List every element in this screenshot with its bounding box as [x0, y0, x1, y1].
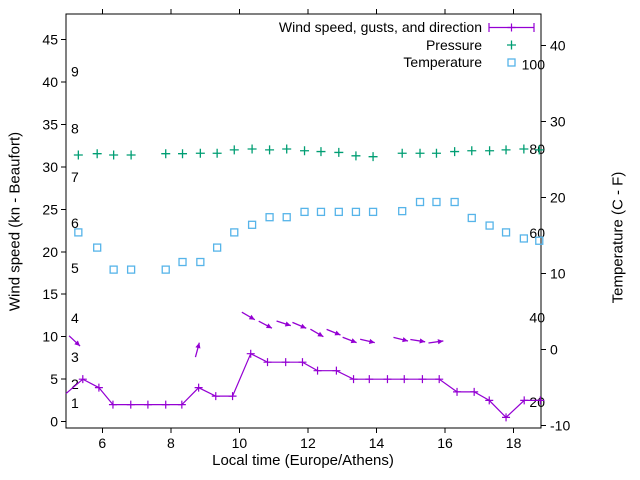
axes	[61, 9, 546, 433]
temperature-point	[316, 207, 326, 217]
x-tick-label: 6	[98, 435, 106, 451]
beaufort-inner-label: 1	[71, 395, 79, 411]
fahrenheit-inner-label: 20	[529, 394, 545, 410]
temperature-point	[74, 228, 83, 237]
y-left-tick-label: 20	[42, 244, 58, 260]
temperature-point	[178, 257, 187, 267]
x-axis-title: Local time (Europe/Athens)	[212, 452, 394, 469]
legend: Wind speed, gusts, and direction Pressur…	[279, 19, 482, 72]
fahrenheit-inner-label: 40	[529, 310, 545, 326]
beaufort-inner-label: 9	[71, 64, 79, 80]
x-tick-label: 8	[167, 435, 175, 451]
y-left-tick-label: 25	[42, 201, 58, 217]
temperature-point	[415, 197, 425, 207]
temperature-point	[501, 228, 511, 237]
temperature-point	[212, 243, 222, 252]
gust-arrow-head	[402, 337, 409, 343]
gust-arrows	[68, 311, 444, 358]
temperature-point	[351, 207, 361, 217]
wind-speed-line	[65, 352, 541, 419]
temperature-point	[432, 197, 441, 207]
temperature-point	[535, 236, 544, 245]
beaufort-inner-label: 6	[71, 215, 79, 231]
y-left-tick-label: 10	[42, 329, 58, 345]
gust-arrow-head	[300, 323, 307, 329]
gust-arrow-head	[419, 338, 426, 344]
plot-border	[65, 13, 542, 429]
gust-arrow-head	[334, 330, 341, 336]
temperature-point	[196, 257, 205, 267]
temperature-point	[467, 213, 476, 223]
gust-arrow-head	[195, 342, 201, 349]
y-left-tick-label: 40	[42, 74, 58, 90]
beaufort-inner-label: 5	[71, 260, 79, 276]
temperature-point	[126, 265, 136, 274]
y-left-tick-label: 35	[42, 116, 58, 132]
temperature-point	[450, 197, 459, 207]
temperature-point	[398, 206, 407, 216]
temperature-series	[74, 197, 544, 274]
wind-speed-series	[65, 349, 545, 422]
temperature-point	[265, 213, 274, 222]
legend-item-temperature: Temperature	[403, 54, 482, 70]
gust-arrow-head	[368, 338, 375, 344]
gust-arrow-head	[284, 321, 291, 327]
gust-arrow-head	[248, 314, 255, 320]
temperature-point	[282, 213, 291, 222]
x-tick-label: 14	[369, 435, 385, 451]
x-tick-label: 18	[506, 435, 522, 451]
beaufort-inner-label: 2	[71, 376, 79, 392]
temperature-point	[161, 265, 170, 274]
legend-markers	[488, 23, 535, 67]
y-left-tick-label: 30	[42, 159, 58, 175]
x-tick-label: 10	[232, 435, 248, 451]
temperature-point	[93, 243, 102, 252]
left-axis-title: Wind speed (kn - Beaufort)	[6, 131, 24, 312]
x-tick-label: 12	[300, 435, 316, 451]
gust-arrow-head	[74, 340, 81, 347]
temperature-point	[109, 265, 118, 274]
temperature-point	[368, 207, 378, 217]
y-right-tick-label: 10	[550, 265, 566, 281]
temperature-point	[334, 207, 343, 217]
temperature-point	[247, 220, 257, 229]
fahrenheit-inner-label: 80	[529, 141, 545, 157]
beaufort-inner-label: 3	[71, 349, 79, 365]
y-left-tick-label: 5	[50, 371, 58, 387]
y-right-tick-label: 0	[550, 341, 558, 357]
y-right-tick-label: -10	[550, 417, 570, 433]
y-right-tick-label: 40	[550, 38, 566, 54]
gust-arrow-head	[317, 331, 324, 337]
legend-item-wind: Wind speed, gusts, and direction	[278, 19, 482, 35]
gust-arrow-head	[265, 323, 272, 329]
temperature-point	[519, 234, 529, 243]
gust-arrow-head	[437, 339, 444, 345]
temperature-point	[300, 207, 309, 217]
y-left-tick-label: 15	[42, 286, 58, 302]
beaufort-inner-label: 8	[71, 121, 79, 137]
x-tick-label: 16	[437, 435, 453, 451]
fahrenheit-inner-label: 100	[522, 56, 546, 72]
temperature-legend-sample	[507, 58, 516, 67]
temperature-point	[485, 221, 494, 230]
right-axis-title: Temperature (C - F)	[609, 171, 627, 304]
beaufort-inner-label: 7	[71, 169, 79, 185]
gust-arrow-head	[350, 338, 357, 344]
y-right-tick-label: 30	[550, 113, 566, 129]
beaufort-inner-label: 4	[71, 310, 79, 326]
tick-labels: 6 8 10 12 14 16 18051015202530354045-100102030…	[42, 31, 570, 451]
y-left-tick-label: 0	[50, 414, 58, 430]
temperature-point	[230, 228, 239, 237]
y-left-tick-label: 45	[42, 31, 58, 47]
legend-item-pressure: Pressure	[425, 36, 482, 53]
pressure-series	[73, 144, 544, 162]
y-right-tick-label: 20	[550, 189, 566, 205]
